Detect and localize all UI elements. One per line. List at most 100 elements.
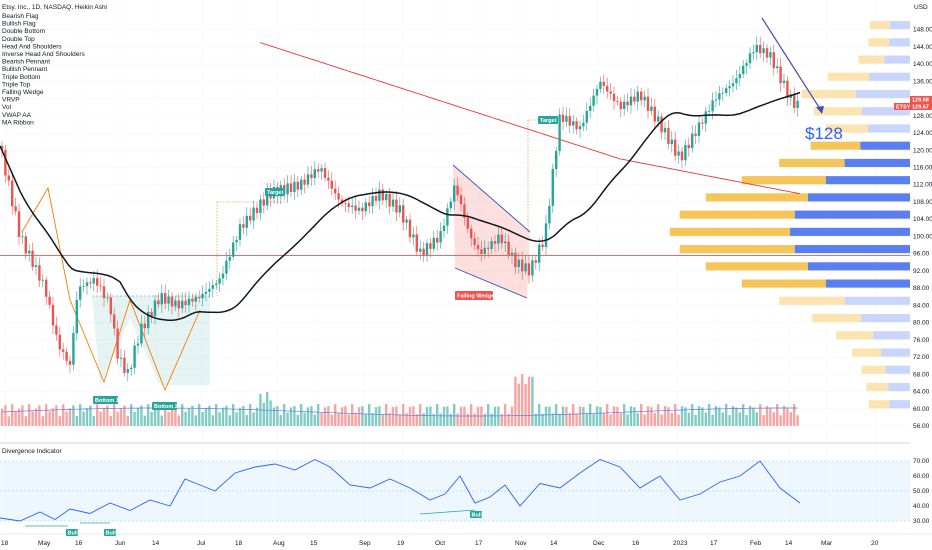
volume-bar (572, 404, 575, 426)
candle-body (453, 185, 456, 202)
price-tick-label: 80.00 (913, 320, 930, 327)
volume-bar (623, 404, 626, 426)
candle-body (245, 215, 248, 228)
candle-body (232, 242, 235, 257)
legend-item[interactable]: Bullish Flag (2, 21, 36, 28)
candle-body (534, 260, 537, 263)
candle-body (483, 247, 486, 254)
candle-body (45, 279, 48, 297)
divergence-oscillator-line (0, 458, 801, 522)
legend-item[interactable]: Falling Wedge (2, 89, 44, 96)
candle-body (680, 151, 684, 161)
candle-body (633, 96, 636, 102)
candle-body (493, 241, 497, 244)
legend-item[interactable]: VRVP (2, 97, 20, 104)
bull-signal-3: Bull (470, 511, 482, 519)
candle-body (51, 304, 55, 326)
volume-bar (708, 404, 711, 426)
volume-profile-up (868, 400, 890, 409)
volume-profile-down (825, 279, 910, 288)
candle-body (527, 263, 531, 276)
candle-body (300, 179, 303, 190)
svg-text:Target: Target (267, 190, 284, 196)
time-axis[interactable]: 18 May 16 Jun 14 Jul 18 Aug 15 Sep 19 Oct 17 Nov 14 Dec… (1, 540, 879, 547)
volume-profile-up (869, 21, 890, 30)
candlesticks (0, 36, 799, 382)
volume-bar (609, 414, 612, 426)
candle-body (742, 65, 745, 75)
candle-body (133, 345, 136, 368)
candle-body (660, 116, 663, 133)
candle-body (136, 343, 140, 346)
legend-item[interactable]: Vol (2, 104, 12, 111)
candle-body (663, 127, 667, 133)
legend-item[interactable]: Bullish Pennant (2, 66, 47, 73)
oscillator-axis[interactable]: 70.00 60.00 50.00 40.00 30.00 (913, 458, 930, 525)
volume-bar (293, 406, 296, 426)
volume-bar (527, 376, 531, 426)
volume-bar (96, 404, 99, 426)
volume-bar (65, 411, 68, 426)
volume-bar (555, 404, 558, 426)
volume-bar (157, 405, 160, 426)
candle-body (687, 144, 690, 149)
volume-bar (510, 406, 514, 426)
volume-bar (704, 412, 707, 426)
legend-item[interactable]: MA Ribbon (2, 119, 34, 126)
candle-body (531, 260, 534, 276)
candle-body (436, 237, 439, 243)
candle-body (313, 169, 316, 179)
candle-body (65, 351, 68, 361)
volume-bar (497, 406, 500, 426)
legend-item[interactable]: Double Top (2, 36, 35, 43)
volume-bar (58, 416, 61, 426)
volume-bar (544, 406, 548, 426)
candle-body (602, 81, 605, 86)
candle-body (123, 357, 126, 373)
legend-item[interactable]: Triple Bottom (2, 74, 40, 81)
volume-bar (242, 405, 245, 426)
volume-bar (602, 413, 605, 426)
candle-body (782, 80, 786, 84)
volume-bar (381, 414, 384, 426)
volume-bar (796, 415, 799, 426)
legend-item[interactable]: Bearish Flag (2, 13, 39, 20)
volume-ma-line (1, 407, 798, 417)
candle-body (337, 193, 340, 200)
legend-item[interactable]: Inverse Head And Shoulders (2, 51, 85, 58)
volume-bar (507, 413, 510, 426)
volume-bar (177, 415, 180, 426)
legend-item[interactable]: Head And Shoulders (2, 43, 62, 50)
last-price-tag: 129.68 ETSY 129.67 (894, 96, 932, 111)
volume-bar (691, 404, 694, 426)
volume-bar (793, 404, 796, 426)
legend-item[interactable]: VWAP AA (2, 112, 32, 119)
legend-item[interactable]: Bearish Pennant (2, 59, 50, 66)
time-tick-label: Sep (359, 540, 371, 547)
candle-body (544, 223, 548, 248)
volume-bar (296, 414, 299, 426)
volume-bar (436, 404, 439, 426)
candle-body (643, 96, 646, 101)
volume-bar (694, 414, 697, 426)
svg-text:ETSY: ETSY (896, 105, 911, 111)
candle-body (449, 201, 452, 209)
candle-body (89, 282, 92, 284)
volume-profile-down (844, 158, 910, 167)
legend-item[interactable]: Triple Top (2, 81, 31, 88)
candle-body (79, 286, 82, 300)
volume-profile-down (881, 348, 910, 357)
target-tag-2: Target (538, 116, 558, 124)
volume-bar (500, 413, 503, 426)
volume-bar (92, 415, 95, 426)
candle-body (167, 296, 170, 304)
volume-profile-up (811, 313, 861, 323)
volume-bar (357, 407, 361, 426)
volume-profile-down (861, 107, 910, 116)
candle-body (41, 279, 44, 281)
candle-body (157, 300, 160, 305)
legend-item[interactable]: Double Bottom (2, 28, 45, 35)
candle-body (347, 203, 350, 207)
